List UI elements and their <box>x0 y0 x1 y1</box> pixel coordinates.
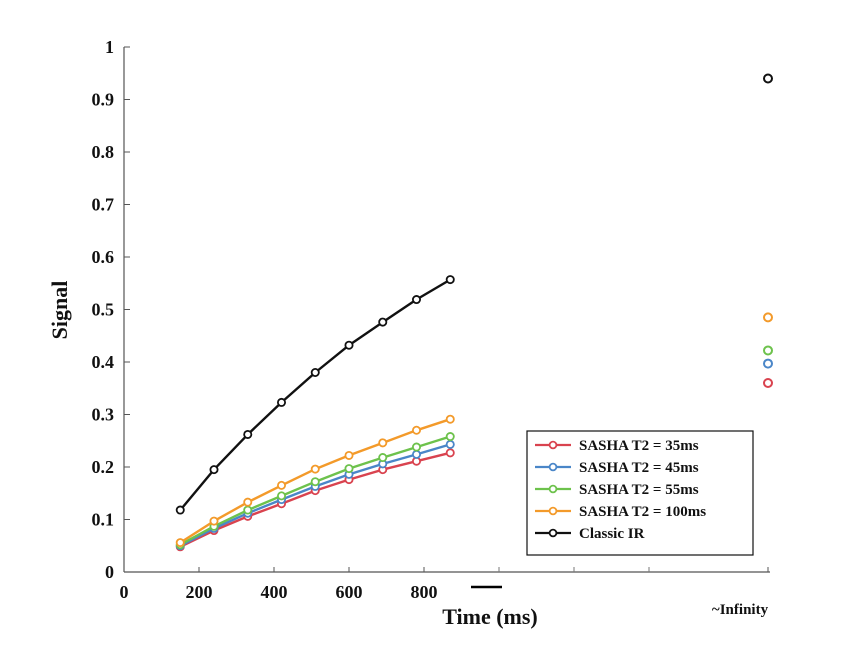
legend-box <box>526 430 754 556</box>
y-tick-label: 1 <box>105 37 114 57</box>
data-point <box>411 425 421 435</box>
series-3 <box>175 312 773 548</box>
y-tick-label: 0.5 <box>92 300 115 320</box>
data-point <box>445 439 455 449</box>
x-tick-label: 400 <box>261 582 288 602</box>
legend-label: Classic IR <box>579 526 645 542</box>
legend-label: SASHA T2 = 55ms <box>579 482 699 498</box>
series-layer <box>175 73 773 552</box>
data-point <box>276 480 286 490</box>
series-2 <box>175 345 773 550</box>
legend-swatch-marker <box>548 484 558 494</box>
data-point <box>310 464 320 474</box>
legend-item: Classic IR <box>535 526 645 542</box>
y-tick-label: 0.9 <box>92 90 115 110</box>
series-4 <box>175 73 773 515</box>
infinity-point <box>763 345 773 356</box>
data-point <box>344 450 354 460</box>
data-point <box>378 438 388 448</box>
data-point <box>411 295 421 305</box>
data-point <box>209 465 219 475</box>
legend-item: SASHA T2 = 45ms <box>535 460 699 476</box>
data-point <box>310 477 320 487</box>
data-point <box>175 538 185 548</box>
data-point <box>276 491 286 501</box>
legend-swatch-marker <box>548 528 558 538</box>
data-point <box>445 275 455 285</box>
y-tick-label: 0.6 <box>92 247 115 267</box>
data-point <box>378 453 388 463</box>
x-axis-label: Time (ms) <box>442 604 538 629</box>
data-point <box>310 367 320 377</box>
legend-label: SASHA T2 = 45ms <box>579 460 699 476</box>
y-tick-label: 0.7 <box>92 195 115 215</box>
infinity-point <box>763 378 773 388</box>
legend-swatch-marker <box>548 462 558 472</box>
y-tick-label: 0.2 <box>92 457 115 477</box>
y-tick-label: 0 <box>105 562 114 582</box>
infinity-point <box>763 358 773 369</box>
y-tick-label: 0.3 <box>92 405 115 425</box>
legend: SASHA T2 = 35ms SASHA T2 = 45ms SASHA T2 =… <box>526 430 754 556</box>
data-point <box>411 442 421 452</box>
legend-item: SASHA T2 = 55ms <box>535 482 699 498</box>
legend-swatch-marker <box>548 440 558 450</box>
infinity-point <box>763 73 773 84</box>
y-tick-label: 0.8 <box>92 142 115 162</box>
data-point <box>411 449 421 459</box>
data-point <box>378 317 388 327</box>
legend-label: SASHA T2 = 35ms <box>579 438 699 454</box>
infinity-point <box>763 312 773 323</box>
legend-item: SASHA T2 = 100ms <box>535 504 706 520</box>
data-point <box>243 497 253 507</box>
data-point <box>243 505 253 515</box>
y-axis-label: Signal <box>47 281 72 340</box>
x-tick-label: 600 <box>336 582 363 602</box>
data-point <box>445 432 455 442</box>
data-point <box>276 397 286 407</box>
data-point <box>175 505 185 515</box>
y-tick-label: 0.1 <box>92 510 115 530</box>
x-tick-label: 200 <box>186 582 213 602</box>
data-point <box>209 516 219 526</box>
data-point <box>243 429 253 439</box>
legend-swatch-marker <box>548 506 558 516</box>
infinity-label: ~Infinity <box>712 602 769 618</box>
x-ticks: 0 200 400 600 800 <box>120 567 769 602</box>
legend-label: SASHA T2 = 100ms <box>579 504 706 520</box>
series-line <box>179 278 451 511</box>
y-tick-label: 0.4 <box>92 352 115 372</box>
data-point <box>344 464 354 474</box>
x-tick-label: 0 <box>120 582 129 602</box>
data-point <box>445 448 455 458</box>
x-tick-label: 800 <box>411 582 438 602</box>
data-point <box>344 340 354 350</box>
y-ticks: 0 0.1 0.2 0.3 0.4 0.5 0.6 0.7 0.8 0.9 1 <box>92 37 130 582</box>
legend-item: SASHA T2 = 35ms <box>535 438 699 454</box>
data-point <box>445 414 455 424</box>
